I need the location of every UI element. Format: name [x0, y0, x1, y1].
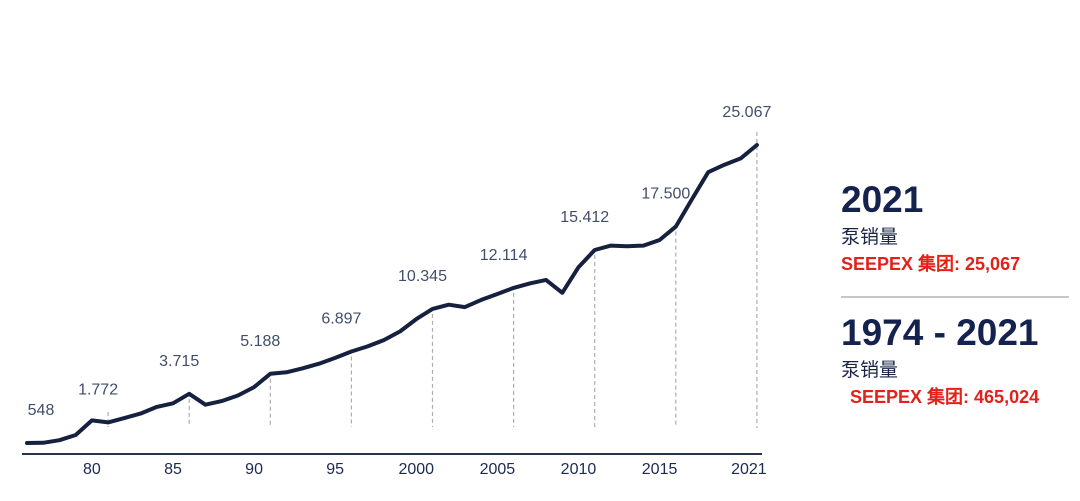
x-tick-2010: 2010: [561, 461, 597, 478]
value-label-2001: 10.345: [398, 268, 447, 285]
summary-block-total: 1974 - 2021 泵销量 SEEPEX 集团: 465,024: [841, 312, 1077, 408]
value-label-1976: 548: [28, 402, 55, 419]
x-tick-2005: 2005: [480, 461, 516, 478]
sales-line: [25, 143, 759, 445]
value-label-2011: 15.412: [560, 209, 609, 226]
summary-2021-title: 2021: [841, 179, 924, 220]
x-tick-2021: 2021: [731, 461, 767, 478]
summary-panel: 2021 泵销量 SEEPEX 集团: 25,067 1974 - 2021 泵…: [841, 181, 1077, 407]
summary-block-2021: 2021 泵销量 SEEPEX 集团: 25,067: [841, 179, 1077, 275]
value-label-1996: 6.897: [321, 311, 361, 328]
summary-total-stat: SEEPEX 集团: 465,024: [850, 387, 1040, 407]
x-tick-1980: 80: [83, 461, 101, 478]
x-tick-1990: 90: [245, 461, 263, 478]
value-label-1991: 5.188: [240, 333, 280, 350]
value-label-2006: 12.114: [480, 247, 528, 264]
pump-sales-line-chart: 548 1.772 3.715 5.188 6.897 10.345 12.114 15.41…: [22, 104, 771, 478]
x-tick-1995: 95: [326, 461, 344, 478]
summary-2021-subtitle: 泵销量: [841, 227, 899, 248]
x-tick-1985: 85: [164, 461, 182, 478]
summary-2021-stat: SEEPEX 集团: 25,067: [841, 254, 1021, 274]
summary-total-title: 1974 - 2021: [841, 312, 1039, 353]
value-label-2016: 17.500: [641, 186, 690, 203]
value-label-2021: 25.067: [722, 104, 771, 121]
x-tick-2015: 2015: [642, 461, 678, 478]
x-tick-2000: 2000: [398, 461, 434, 478]
value-label-1986: 3.715: [159, 353, 199, 370]
panel-divider: [841, 296, 1069, 298]
summary-total-subtitle: 泵销量: [841, 360, 899, 381]
value-label-1981: 1.772: [78, 381, 118, 398]
